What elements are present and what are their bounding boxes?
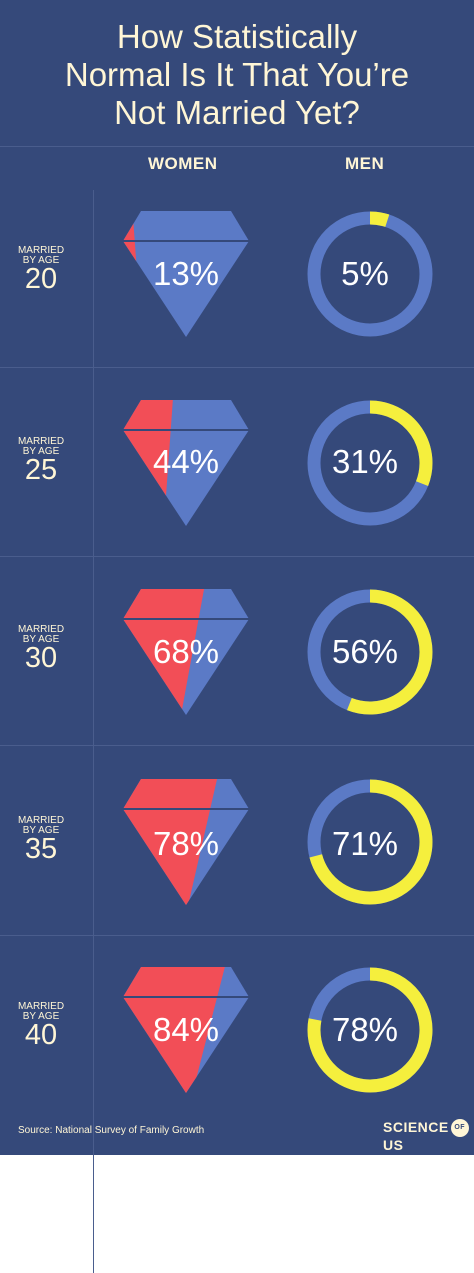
age-value: 35: [24, 833, 58, 865]
age-value: 30: [24, 642, 58, 674]
men-married-arc: [347, 589, 433, 715]
women-percent-label: 84%: [152, 1011, 220, 1048]
page-title: How Statistically Normal Is It That You’…: [0, 18, 474, 132]
row-divider: [0, 935, 474, 936]
title-line-2: Normal Is It That You’re: [64, 56, 410, 93]
row-30-graphics: [123, 589, 433, 715]
row-divider: [0, 745, 474, 746]
men-percent-label: 71%: [331, 825, 399, 862]
women-percent-label: 78%: [152, 825, 220, 862]
men-percent-label: 56%: [331, 633, 399, 670]
men-married-arc: [369, 400, 433, 487]
married-label: MARRIED: [17, 436, 65, 447]
married-label: MARRIED: [17, 815, 65, 826]
by-age-label: BY AGE: [22, 634, 60, 645]
age-value: 40: [24, 1019, 58, 1051]
logo-of-badge: OF: [450, 1119, 469, 1138]
men-married-arc: [369, 211, 390, 227]
row-25-graphics: [123, 400, 433, 526]
by-age-label: BY AGE: [22, 255, 60, 266]
row-divider: [0, 367, 474, 368]
women-percent-label: 68%: [152, 633, 220, 670]
men-column-header: MEN: [345, 154, 385, 173]
men-percent-label: 31%: [331, 443, 399, 480]
married-label: MARRIED: [17, 1001, 65, 1012]
row-40-graphics: [123, 967, 433, 1093]
row-label-divider: [93, 190, 94, 1273]
women-diamond-base: [123, 211, 249, 337]
men-married-arc: [309, 779, 433, 905]
women-percent-label: 13%: [152, 255, 220, 292]
by-age-label: BY AGE: [22, 825, 60, 836]
by-age-label: BY AGE: [22, 446, 60, 457]
married-label: MARRIED: [17, 245, 65, 256]
row-35-graphics: [123, 779, 433, 905]
logo-right: US: [383, 1137, 404, 1154]
men-percent-label: 5%: [341, 255, 389, 292]
science-of-us-logo: SCIENCE OF US: [383, 1119, 474, 1153]
row-divider: [0, 556, 474, 557]
row-20-graphics: [123, 211, 433, 337]
women-percent-label: 44%: [152, 443, 220, 480]
age-value: 25: [24, 454, 58, 486]
women-column-header: WOMEN: [148, 154, 218, 173]
title-line-1: How Statistically: [116, 18, 358, 55]
men-percent-label: 78%: [331, 1011, 399, 1048]
title-line-3: Not Married Yet?: [114, 94, 360, 131]
source-note: Source: National Survey of Family Growth: [18, 1125, 205, 1136]
married-label: MARRIED: [17, 624, 65, 635]
logo-left: SCIENCE: [383, 1119, 449, 1135]
by-age-label: BY AGE: [22, 1011, 60, 1022]
header-divider: [0, 146, 474, 147]
men-married-arc: [307, 967, 433, 1093]
age-value: 20: [24, 263, 58, 295]
